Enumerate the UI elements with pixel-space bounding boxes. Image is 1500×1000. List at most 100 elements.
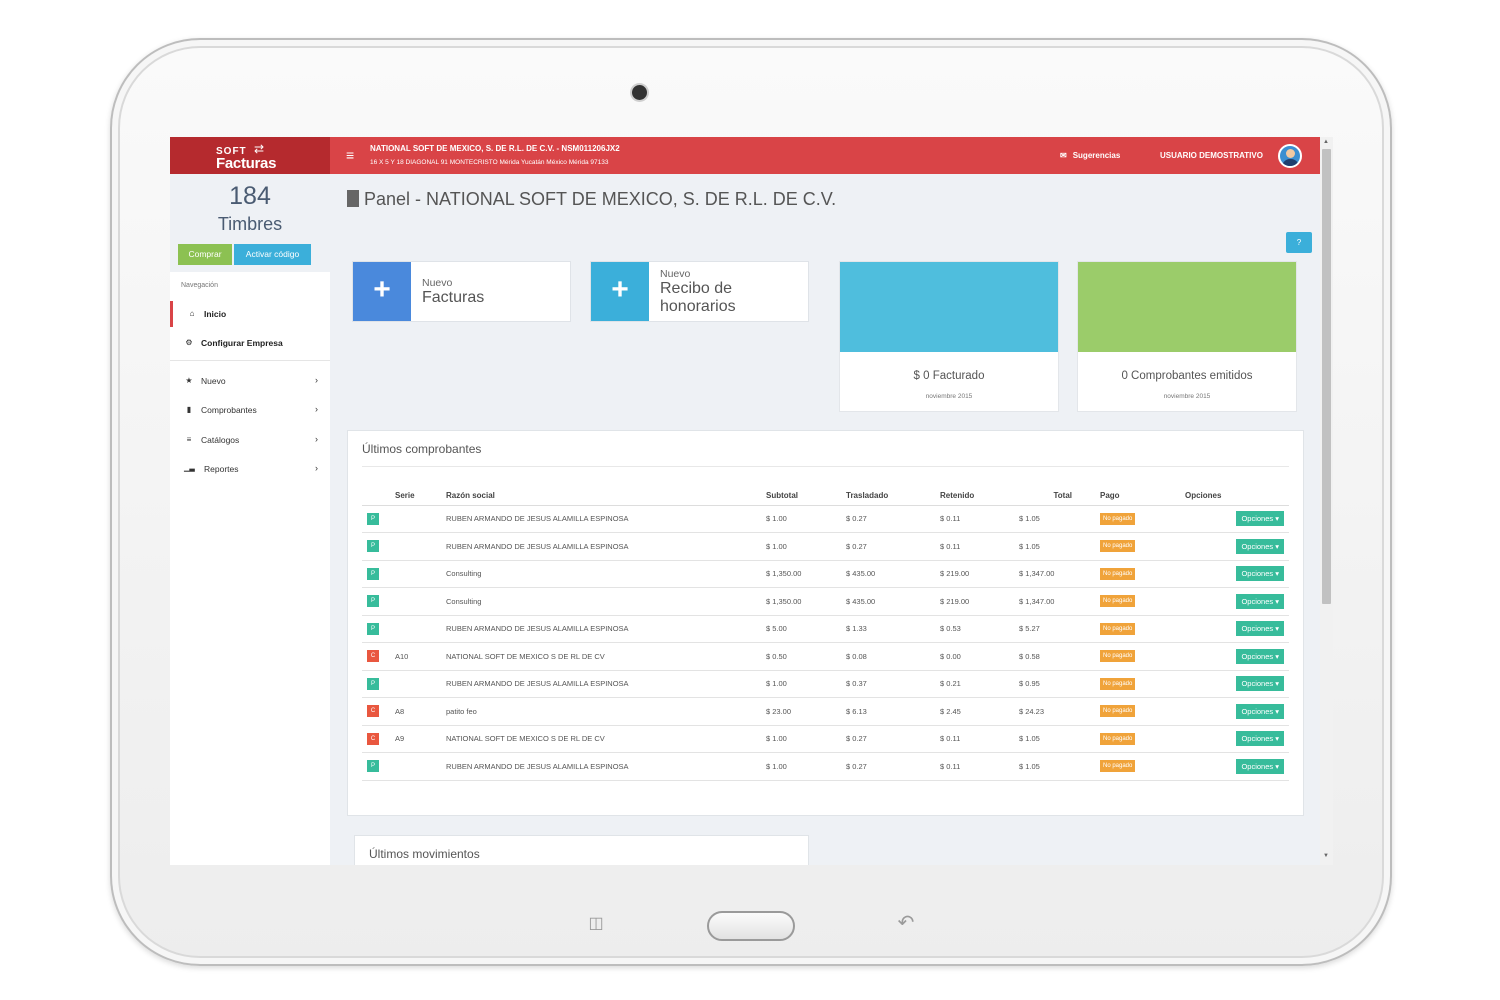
caret-down-icon: ▾ [1275,514,1279,524]
total-cell: $ 1,347.00 [1019,560,1100,588]
vertical-scrollbar[interactable]: ▲ ▼ [1320,137,1333,865]
brand-line2: Facturas [216,155,277,172]
home-hardware-button[interactable] [707,911,795,941]
scroll-down-icon[interactable]: ▼ [1323,853,1329,859]
col-trasladado[interactable]: Trasladado [846,487,940,506]
subtotal-cell: $ 1,350.00 [766,587,846,616]
new-fee-receipt-card[interactable]: + Nuevo Recibo de honorarios [590,261,809,322]
trasladado-cell: $ 435.00 [846,587,940,616]
trasladado-cell: $ 0.27 [846,752,940,781]
sidebar-item-inicio[interactable]: ⌂ Inicio [170,301,330,327]
status-badge: No pagado [1100,622,1136,635]
options-dropdown-button[interactable]: Opciones ▾ [1236,703,1284,719]
table-row[interactable]: C A8 patito feo $ 23.00 $ 6.13 $ 2.45 $ 24.23 N… [362,697,1289,726]
pago-cell: No pagado [1100,752,1185,781]
suggestions-link[interactable]: ✉ Sugerencias [1060,151,1120,160]
table-row[interactable]: P RUBEN ARMANDO DE JESUS ALAMILLA ESPINOS… [362,505,1289,533]
options-label: Opciones [1241,679,1274,689]
scroll-thumb[interactable] [1322,149,1331,604]
sidebar-item-label: Configurar Empresa [201,338,283,348]
trasladado-cell: $ 1.33 [846,615,940,643]
options-dropdown-button[interactable]: Opciones ▾ [1236,648,1284,664]
bars-icon[interactable]: ≡ [346,147,355,163]
stat-value: 0 Comprobantes emitidos [1121,370,1253,382]
scroll-up-icon[interactable]: ▲ [1323,139,1329,145]
panel-title: Últimos comprobantes [362,442,482,456]
type-cell: P [362,615,395,643]
opciones-cell: Opciones ▾ [1185,697,1289,726]
plus-icon: + [353,262,411,321]
subtotal-cell: $ 5.00 [766,615,846,643]
table-row[interactable]: P RUBEN ARMANDO DE JESUS ALAMILLA ESPINOS… [362,615,1289,643]
table-row[interactable]: P Consulting $ 1,350.00 $ 435.00 $ 219.00 $ 1… [362,587,1289,616]
opciones-cell: Opciones ▾ [1185,505,1289,533]
recent-apps-icon[interactable]: ◫ [588,915,604,932]
avatar[interactable] [1278,144,1302,168]
new-invoice-card[interactable]: + Nuevo Facturas [352,261,571,322]
quick-small-label: Nuevo [422,277,453,289]
sidebar-item-reportes[interactable]: ▁▃ Reportes › [170,456,330,482]
sidebar-item-nuevo[interactable]: ★ Nuevo › [170,368,330,394]
table-row[interactable]: P Consulting $ 1,350.00 $ 435.00 $ 219.00 $ 1… [362,560,1289,588]
col-total[interactable]: Total [1019,487,1100,506]
status-badge: No pagado [1100,705,1136,718]
back-icon[interactable]: ↶ [897,912,915,934]
table-row[interactable]: P RUBEN ARMANDO DE JESUS ALAMILLA ESPINOS… [362,752,1289,781]
options-label: Opciones [1241,596,1274,606]
sidebar-item-label: Inicio [204,309,227,319]
panel-title: Últimos movimientos [369,847,480,861]
col-subtotal[interactable]: Subtotal [766,487,846,506]
col-retenido[interactable]: Retenido [940,487,1019,506]
options-label: Opciones [1241,569,1274,579]
table-row[interactable]: C A10 NATIONAL SOFT DE MEXICO S DE RL DE C… [362,642,1289,671]
retenido-cell: $ 0.11 [940,725,1019,753]
options-dropdown-button[interactable]: Opciones ▾ [1236,731,1284,747]
retenido-cell: $ 0.11 [940,752,1019,781]
options-dropdown-button[interactable]: Opciones ▾ [1236,676,1284,692]
options-dropdown-button[interactable]: Opciones ▾ [1236,593,1284,609]
quick-small-label: Nuevo [660,268,691,280]
table-row[interactable]: P RUBEN ARMANDO DE JESUS ALAMILLA ESPINOS… [362,670,1289,698]
options-dropdown-button[interactable]: Opciones ▾ [1236,511,1284,527]
sidebar-item-comprobantes[interactable]: ▮ Comprobantes › [170,397,330,423]
buy-button[interactable]: Comprar [178,244,232,265]
table-row[interactable]: C A9 NATIONAL SOFT DE MEXICO S DE RL DE CV… [362,725,1289,753]
col-pago[interactable]: Pago [1100,487,1185,506]
options-label: Opciones [1241,514,1274,524]
options-dropdown-button[interactable]: Opciones ▾ [1236,621,1284,637]
trasladado-cell: $ 0.08 [846,642,940,671]
opciones-cell: Opciones ▾ [1185,642,1289,671]
top-bar: ≡ NATIONAL SOFT DE MEXICO, S. DE R.L. DE… [330,137,1320,174]
activate-code-button[interactable]: Activar código [234,244,311,265]
pago-cell: No pagado [1100,642,1185,671]
list-icon: ≡ [186,435,192,444]
options-dropdown-button[interactable]: Opciones ▾ [1236,538,1284,554]
options-dropdown-button[interactable]: Opciones ▾ [1236,758,1284,774]
type-badge: P [367,760,379,773]
credits-count: 184 [229,182,271,210]
status-badge: No pagado [1100,732,1136,745]
col-serie[interactable]: Serie [395,487,446,506]
stat-value: $ 0 Facturado [913,370,985,382]
status-badge: No pagado [1100,760,1136,773]
options-label: Opciones [1241,706,1274,716]
app-screen: SOFT ⇄ Facturas ≡ NATIONAL SOFT DE MEXIC… [170,137,1333,865]
brand-logo[interactable]: SOFT ⇄ Facturas [170,137,330,174]
razon-cell: RUBEN ARMANDO DE JESUS ALAMILLA ESPINOSA [446,670,766,698]
sidebar-item-label: Nuevo [201,376,226,386]
serie-cell [395,587,446,616]
options-dropdown-button[interactable]: Opciones ▾ [1236,566,1284,582]
col-razon-social[interactable]: Razón social [446,487,766,506]
credits-label: Timbres [217,214,283,234]
status-badge: No pagado [1100,677,1136,690]
razon-cell: RUBEN ARMANDO DE JESUS ALAMILLA ESPINOSA [446,752,766,781]
stat-color-block [840,262,1058,352]
opciones-cell: Opciones ▾ [1185,752,1289,781]
table-row[interactable]: P RUBEN ARMANDO DE JESUS ALAMILLA ESPINOS… [362,532,1289,561]
sidebar-item-catalogos[interactable]: ≡ Catálogos › [170,427,330,453]
help-button[interactable]: ? [1286,232,1312,253]
bar-chart-icon: ▁▃ [184,465,195,472]
sidebar-item-configurar-empresa[interactable]: ⚙ Configurar Empresa [170,330,330,356]
serie-cell [395,560,446,588]
user-menu[interactable]: USUARIO DEMOSTRATIVO [1160,151,1263,160]
